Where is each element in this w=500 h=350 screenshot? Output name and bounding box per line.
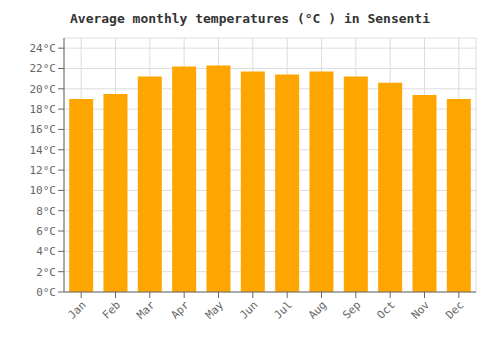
svg-text:2°C: 2°C (36, 266, 56, 279)
svg-text:Sep: Sep (340, 298, 363, 321)
svg-text:0°C: 0°C (36, 286, 56, 299)
svg-text:10°C: 10°C (30, 184, 57, 197)
svg-text:Apr: Apr (169, 298, 193, 322)
svg-text:May: May (203, 298, 227, 322)
svg-text:Jun: Jun (237, 298, 260, 321)
svg-text:16°C: 16°C (30, 123, 57, 136)
svg-text:24°C: 24°C (30, 42, 57, 55)
html-text:Average monthly temperatures (: Average monthly temperatures (°C ) in Se… (70, 11, 430, 26)
svg-text:Oct: Oct (375, 298, 398, 321)
svg-text:18°C: 18°C (30, 103, 57, 116)
svg-text:Jul: Jul (272, 298, 295, 321)
svg-text:8°C: 8°C (36, 205, 56, 218)
svg-text:Mar: Mar (134, 298, 158, 322)
svg-text:22°C: 22°C (30, 62, 57, 75)
svg-text:4°C: 4°C (36, 245, 56, 258)
svg-text:6°C: 6°C (36, 225, 56, 238)
svg-text:20°C: 20°C (30, 83, 57, 96)
svg-text:Jan: Jan (66, 298, 89, 321)
svg-text:12°C: 12°C (30, 164, 57, 177)
svg-text:Nov: Nov (409, 298, 433, 322)
svg-text:Feb: Feb (100, 298, 123, 321)
svg-text:Aug: Aug (306, 298, 329, 321)
svg-text:14°C: 14°C (30, 144, 57, 157)
svg-text:Dec: Dec (443, 298, 466, 321)
